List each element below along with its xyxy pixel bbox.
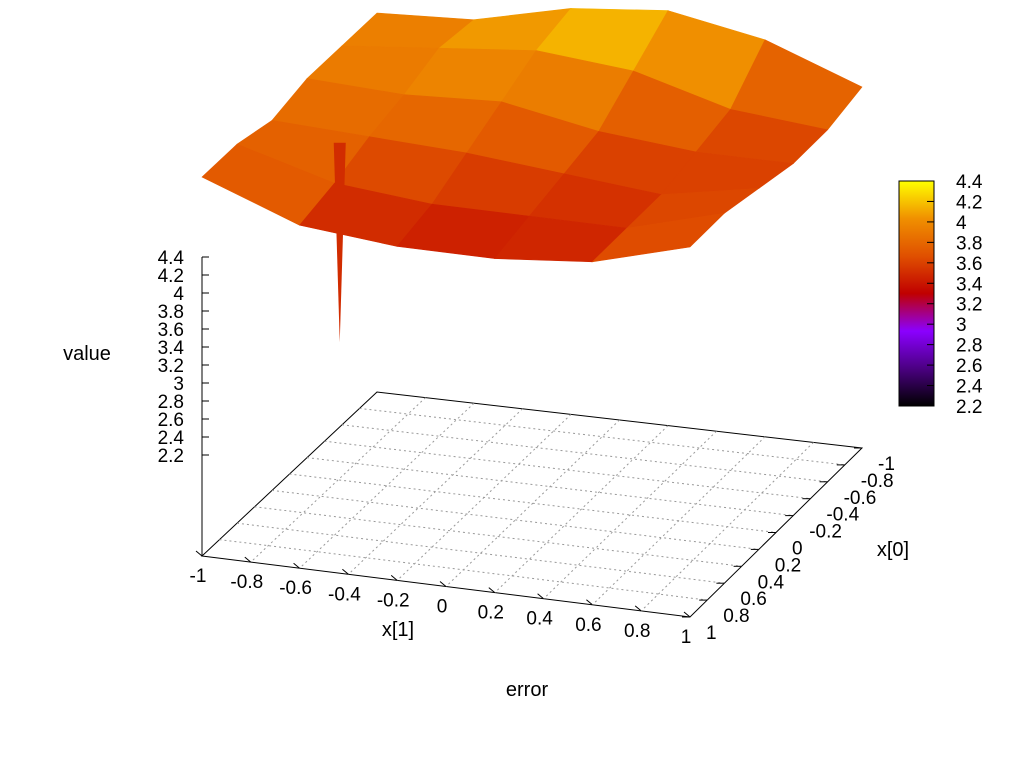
colorbar-tick-label: 3 (956, 315, 967, 336)
y-tick-label: -0.4 (826, 505, 859, 526)
colorbar-gradient (898, 180, 935, 407)
colorbar-tick-label: 4 (956, 213, 967, 234)
x-tick-label: 0.2 (478, 603, 504, 624)
error-surface (201, 8, 863, 343)
x-tick-label: 0.8 (624, 621, 650, 642)
colorbar-tick-label: 2.4 (956, 377, 983, 398)
y-tick-label: 1 (706, 623, 717, 644)
grid-line (543, 430, 717, 600)
y-tick-label: -0.6 (844, 488, 877, 509)
colorbar-tick-label: 2.6 (956, 356, 982, 377)
z-tick-label: 4.4 (158, 248, 185, 269)
x-tick-mark (293, 562, 300, 569)
grid-line (592, 436, 766, 606)
grid-line (254, 506, 742, 567)
z-tick-label: 3.4 (158, 338, 185, 359)
colorbar: 2.22.42.62.833.23.43.63.844.24.4 (898, 172, 983, 418)
x-tick-label: 0.4 (526, 609, 553, 630)
grid-line (359, 407, 845, 466)
x-tick-label: -0.4 (328, 584, 361, 605)
z-tick-label: 3 (173, 374, 184, 395)
colorbar-tick-label: 3.6 (956, 254, 982, 275)
surface-spike (333, 142, 346, 343)
x-tick-mark (342, 568, 349, 575)
grid-line (348, 408, 523, 575)
x-tick-mark (439, 581, 447, 587)
grid-line (299, 402, 475, 569)
colorbar-tick-label: 3.2 (956, 295, 982, 316)
y-tick-label: -1 (878, 454, 895, 475)
x-tick-mark (634, 605, 642, 612)
y-tick-label: 0.4 (758, 572, 785, 593)
y-tick-label: -0.2 (809, 522, 842, 543)
colorbar-tick-label: 2.2 (956, 397, 982, 418)
x-tick-mark (586, 599, 593, 606)
grid-line (250, 397, 426, 563)
colorbar-tick-label: 3.4 (956, 274, 983, 295)
grid-line (236, 522, 725, 584)
x-tick-mark (244, 556, 252, 563)
grid-line (271, 489, 759, 550)
base-grid (200, 391, 864, 618)
z-tick-label: 2.8 (158, 392, 184, 413)
x-axis-label: x[1] (382, 619, 414, 641)
z-tick-label: 2.4 (158, 428, 185, 449)
grid-line (341, 424, 828, 483)
z-axis: 2.22.42.62.833.23.43.63.844.24.4 (158, 248, 209, 556)
z-tick-label: 3.6 (158, 320, 184, 341)
x-tick-label: -1 (190, 566, 207, 587)
z-tick-label: 3.8 (158, 302, 184, 323)
colorbar-tick-label: 3.8 (956, 233, 982, 254)
y-tick-label: 0 (792, 539, 803, 560)
z-tick-label: 3.2 (158, 356, 184, 377)
y-axis-ticks: -1-0.8-0.6-0.4-0.2 00.20.40.60.8 1 (682, 447, 895, 644)
x-tick-mark (683, 611, 691, 618)
y-tick-label: 0.6 (740, 589, 766, 610)
x-tick-label: -0.8 (230, 572, 263, 593)
x-tick-mark (537, 593, 544, 600)
z-tick-label: 4.2 (158, 266, 184, 287)
x-tick-mark (195, 550, 203, 557)
grid-line (494, 425, 669, 593)
x-tick-mark (390, 575, 398, 581)
x-tick-label: -0.2 (377, 590, 410, 611)
grid-line (289, 473, 777, 533)
chart-title: error (506, 679, 549, 701)
z-tick-label: 2.6 (158, 410, 184, 431)
z-tick-label: 4 (173, 284, 184, 305)
grid-line (219, 539, 708, 601)
grid-line (640, 442, 814, 612)
grid-line (324, 440, 811, 500)
y-tick-label: 0.8 (723, 606, 749, 627)
y-tick-label: 0.2 (775, 555, 801, 576)
z-tick-label: 2.2 (158, 446, 184, 467)
y-tick-label: -0.8 (861, 471, 894, 492)
x-tick-mark (488, 587, 496, 593)
x-tick-label: 0.6 (575, 615, 601, 636)
x-axis-ticks: -1 -0.8 -0.6 -0.4 -0.2 0 0.2 0.4 0.6 0.8 1 (190, 550, 692, 648)
y-axis-label: x[0] (877, 539, 909, 561)
colorbar-tick-label: 4.2 (956, 192, 982, 213)
grid-line (306, 457, 794, 517)
x-tick-label: -0.6 (279, 578, 312, 599)
colorbar-tick-label: 2.8 (956, 336, 982, 357)
x-tick-label: 1 (681, 627, 692, 648)
colorbar-tick-label: 4.4 (956, 172, 983, 193)
z-axis-label: value (63, 343, 111, 365)
surface-cell (591, 212, 726, 263)
x-tick-label: 0 (437, 597, 448, 618)
